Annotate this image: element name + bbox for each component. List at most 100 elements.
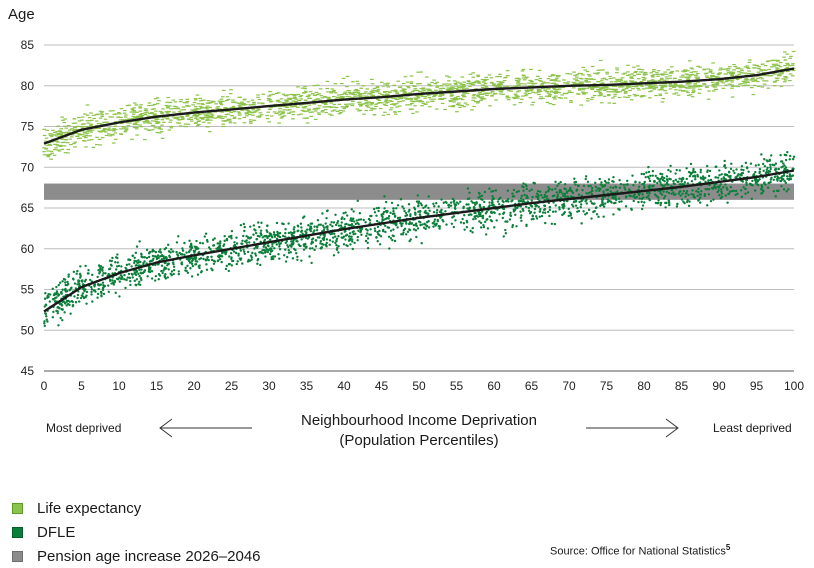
life-expectancy-point	[161, 108, 165, 110]
dfle-point	[657, 196, 660, 199]
dfle-point	[241, 262, 244, 265]
life-expectancy-point	[629, 99, 634, 101]
life-expectancy-point	[218, 117, 223, 119]
life-expectancy-point	[146, 121, 150, 123]
life-expectancy-point	[428, 106, 432, 108]
dfle-point	[564, 195, 567, 198]
life-expectancy-point	[291, 113, 296, 116]
dfle-point	[488, 201, 491, 204]
life-expectancy-point	[193, 113, 197, 116]
life-expectancy-point	[232, 111, 237, 113]
series-points-0	[42, 50, 796, 160]
dfle-point	[243, 252, 246, 255]
life-expectancy-point	[239, 102, 243, 105]
dfle-point	[691, 189, 694, 192]
dfle-point	[113, 279, 117, 283]
most-deprived-label: Most deprived	[46, 421, 122, 435]
life-expectancy-point	[166, 106, 170, 108]
dfle-point	[788, 175, 791, 178]
dfle-point	[618, 186, 622, 189]
life-expectancy-point	[781, 78, 786, 80]
dfle-point	[530, 188, 533, 191]
life-expectancy-point	[359, 104, 363, 106]
life-expectancy-point	[306, 97, 311, 99]
life-expectancy-point	[604, 88, 608, 90]
dfle-point	[189, 267, 192, 270]
life-expectancy-point	[777, 73, 782, 75]
dfle-point	[157, 273, 161, 276]
dfle-point	[647, 185, 650, 188]
dfle-point	[336, 220, 340, 223]
dfle-point	[254, 229, 257, 232]
life-expectancy-point	[791, 63, 795, 65]
life-expectancy-point	[438, 95, 443, 97]
dfle-point	[313, 225, 316, 228]
life-expectancy-point	[221, 96, 225, 98]
life-expectancy-point	[610, 88, 615, 90]
life-expectancy-point	[88, 124, 93, 126]
life-expectancy-point	[554, 90, 558, 93]
life-expectancy-point	[44, 140, 48, 142]
dfle-point	[68, 289, 71, 292]
dfle-point	[553, 222, 557, 226]
dfle-point	[697, 187, 700, 191]
life-expectancy-point	[66, 152, 70, 154]
life-expectancy-point	[559, 97, 564, 99]
dfle-point	[240, 242, 243, 245]
life-expectancy-point	[279, 98, 284, 100]
dfle-point	[554, 204, 557, 207]
life-expectancy-point	[364, 100, 368, 102]
life-expectancy-point	[73, 122, 78, 124]
life-expectancy-point	[154, 110, 158, 112]
dfle-point	[706, 204, 709, 207]
dfle-point	[261, 252, 265, 255]
life-expectancy-point	[231, 99, 235, 101]
dfle-point	[172, 268, 176, 272]
dfle-point	[786, 150, 789, 154]
life-expectancy-point	[773, 81, 777, 83]
dfle-point	[212, 262, 216, 265]
life-expectancy-point	[676, 94, 681, 96]
dfle-point	[263, 238, 267, 242]
life-expectancy-point	[574, 79, 579, 82]
life-expectancy-point	[307, 94, 312, 96]
dfle-point	[523, 193, 526, 197]
life-expectancy-point	[131, 109, 135, 111]
life-expectancy-point	[123, 116, 128, 118]
life-expectancy-point	[353, 90, 358, 92]
x-tick-10: 10	[112, 379, 126, 393]
life-expectancy-point	[708, 70, 713, 72]
life-expectancy-point	[216, 116, 221, 119]
dfle-point	[712, 198, 715, 201]
life-expectancy-point	[73, 126, 77, 128]
y-tick-45: 45	[21, 364, 35, 378]
life-expectancy-point	[179, 109, 183, 111]
life-expectancy-point	[528, 85, 532, 87]
dfle-point	[375, 214, 378, 217]
source-footnote-number: 5	[725, 543, 731, 552]
life-expectancy-point	[307, 109, 311, 111]
dfle-point	[670, 188, 673, 192]
life-expectancy-point	[173, 117, 177, 120]
life-expectancy-point	[85, 114, 90, 116]
life-expectancy-point	[59, 132, 64, 134]
life-expectancy-point	[219, 111, 224, 113]
life-expectancy-point	[639, 84, 643, 87]
dfle-point	[643, 186, 646, 190]
dfle-point	[249, 225, 252, 228]
life-expectancy-point	[357, 101, 362, 103]
dfle-point	[637, 200, 640, 204]
dfle-point	[616, 190, 619, 193]
dfle-point	[114, 291, 117, 295]
life-expectancy-point	[384, 94, 388, 96]
dfle-point	[486, 227, 490, 230]
dfle-point	[275, 237, 279, 240]
life-expectancy-point	[435, 86, 439, 88]
life-expectancy-point	[86, 122, 91, 124]
dfle-point	[229, 252, 233, 255]
life-expectancy-point	[63, 125, 67, 127]
dfle-point	[230, 264, 233, 267]
life-expectancy-point	[370, 83, 375, 85]
life-expectancy-point	[534, 79, 539, 81]
life-expectancy-point	[214, 103, 218, 105]
